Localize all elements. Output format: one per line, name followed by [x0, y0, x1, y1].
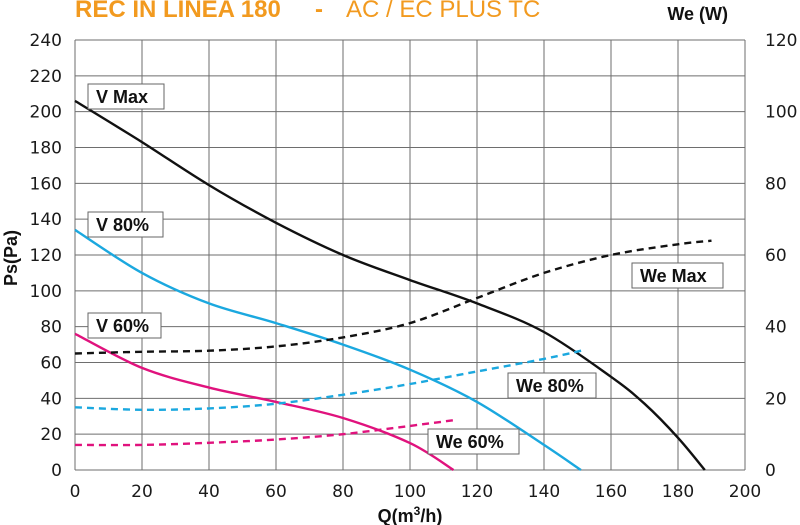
x-tick-label: 60 — [265, 482, 287, 502]
x-tick-label: 80 — [332, 482, 354, 502]
y-right-tick-label: 80 — [765, 174, 787, 194]
series-line-we-80 — [74, 348, 585, 412]
curve-label-box — [507, 372, 597, 399]
x-tick-label: 100 — [394, 482, 426, 502]
curve-label-text: V 60% — [96, 316, 149, 336]
x-tick-label: 120 — [461, 482, 493, 502]
curve-label-text: V Max — [96, 87, 148, 107]
curve-label-we-60: We 60% — [427, 428, 520, 455]
series-line-v-80 — [74, 228, 582, 471]
y-right-tick-label: 100 — [765, 103, 797, 123]
series-line-we-60 — [74, 418, 458, 447]
curve-label-v-60: V 60% — [87, 312, 162, 339]
y-axis-left-title: Ps(Pa) — [1, 230, 21, 286]
y-left-tick-label: 140 — [30, 210, 62, 230]
series-line-v-60 — [74, 332, 455, 472]
chart-title-separator: - — [315, 0, 323, 23]
chart-title-subtitle: AC / EC PLUS TC — [346, 0, 540, 23]
curve-label-we-80: We 80% — [507, 372, 597, 399]
y-left-tick-label: 40 — [40, 389, 62, 409]
curve-label-we-max: We Max — [631, 262, 724, 289]
y-left-tick-label: 0 — [51, 461, 62, 481]
x-tick-label: 0 — [70, 482, 81, 502]
y-right-tick-label: 60 — [765, 246, 787, 266]
y-right-tick-label: 40 — [765, 318, 787, 338]
y-right-tick-label: 120 — [765, 31, 797, 51]
x-tick-label: 140 — [528, 482, 560, 502]
y-left-tick-label: 220 — [30, 67, 62, 87]
grid — [74, 39, 746, 471]
curve-label-text: We 60% — [436, 432, 504, 452]
x-tick-label: 200 — [729, 482, 761, 502]
chart-title: REC IN LINEA 180 - AC / EC PLUS TC — [75, 0, 540, 23]
y-right-tick-label: 20 — [765, 389, 787, 409]
x-axis-title-tail: /h) — [420, 506, 442, 525]
y-left-tick-label: 80 — [40, 318, 62, 338]
curve-label-text: V 80% — [96, 215, 149, 235]
y-left-tick-label: 100 — [30, 282, 62, 302]
x-tick-label: 20 — [131, 482, 153, 502]
curve-label-text: We Max — [640, 266, 707, 286]
series-layer — [74, 99, 712, 472]
axis-ticks: 0 20 40 60 80 100 120 140 160 180 2000204060801001… — [30, 31, 798, 502]
curve-label-box — [87, 83, 165, 110]
x-axis-title: Q(m3/h) — [378, 504, 443, 525]
curve-label-v-80: V 80% — [87, 211, 164, 238]
curve-labels: V Max V 80% V 60% We Max We 80% We 60% — [87, 83, 724, 455]
chart-title-main: REC IN LINEA 180 — [75, 0, 281, 23]
curve-label-box — [87, 211, 164, 238]
x-tick-label: 180 — [662, 482, 694, 502]
y-left-tick-label: 120 — [30, 246, 62, 266]
y-left-tick-label: 60 — [40, 354, 62, 374]
x-axis-title-superscript: 3 — [414, 504, 421, 518]
x-tick-label: 160 — [595, 482, 627, 502]
curve-label-box — [631, 262, 724, 289]
y-left-tick-label: 200 — [30, 103, 62, 123]
curve-label-v-max: V Max — [87, 83, 165, 110]
y-left-tick-label: 180 — [30, 139, 62, 159]
curve-label-box — [427, 428, 520, 455]
x-tick-label: 40 — [198, 482, 220, 502]
y-left-tick-label: 160 — [30, 174, 62, 194]
y-left-tick-label: 20 — [40, 425, 62, 445]
curve-label-text: We 80% — [516, 376, 584, 396]
y-right-tick-label: 0 — [765, 461, 776, 481]
y-axis-right-title: We (W) — [667, 4, 728, 24]
series-line-v-max — [74, 99, 706, 471]
curve-label-box — [87, 312, 162, 339]
x-axis-title-base: Q(m — [378, 506, 414, 525]
y-left-tick-label: 240 — [30, 31, 62, 51]
series-line-we-max — [74, 239, 712, 355]
